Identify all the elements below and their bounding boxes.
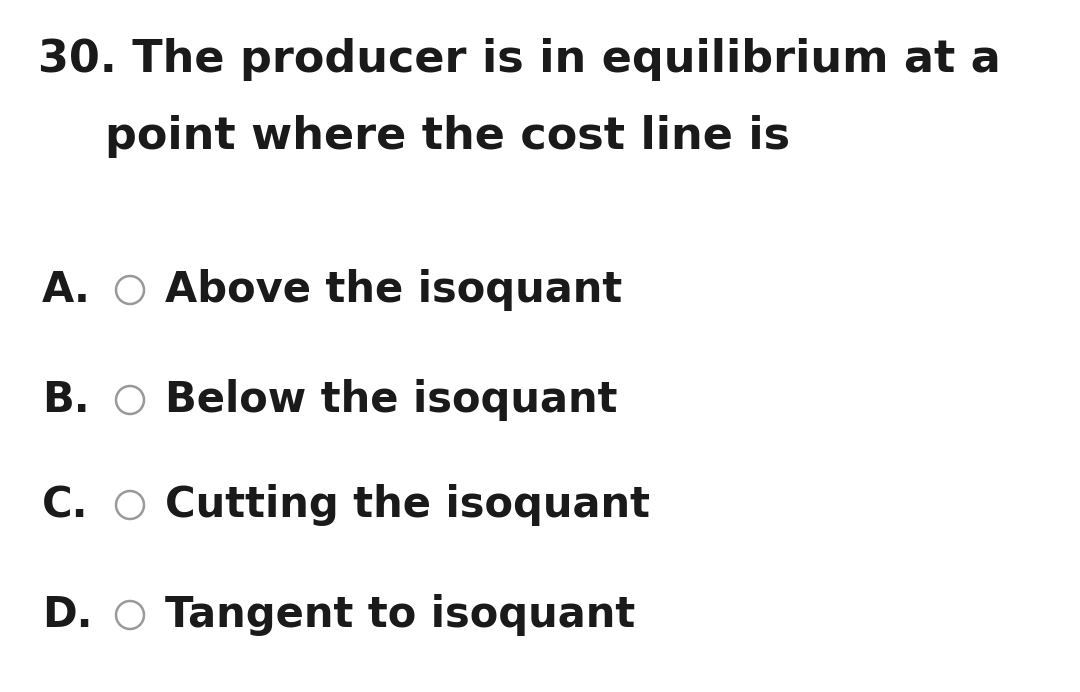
Text: Above the isoquant: Above the isoquant	[165, 269, 622, 311]
Text: D.: D.	[42, 594, 93, 636]
Text: C.: C.	[42, 484, 89, 526]
Text: B.: B.	[42, 379, 90, 421]
Text: 30. The producer is in equilibrium at a: 30. The producer is in equilibrium at a	[38, 38, 1001, 81]
Text: Cutting the isoquant: Cutting the isoquant	[165, 484, 650, 526]
Text: A.: A.	[42, 269, 91, 311]
Text: Below the isoquant: Below the isoquant	[165, 379, 618, 421]
Text: Tangent to isoquant: Tangent to isoquant	[165, 594, 635, 636]
Text: point where the cost line is: point where the cost line is	[105, 115, 791, 158]
